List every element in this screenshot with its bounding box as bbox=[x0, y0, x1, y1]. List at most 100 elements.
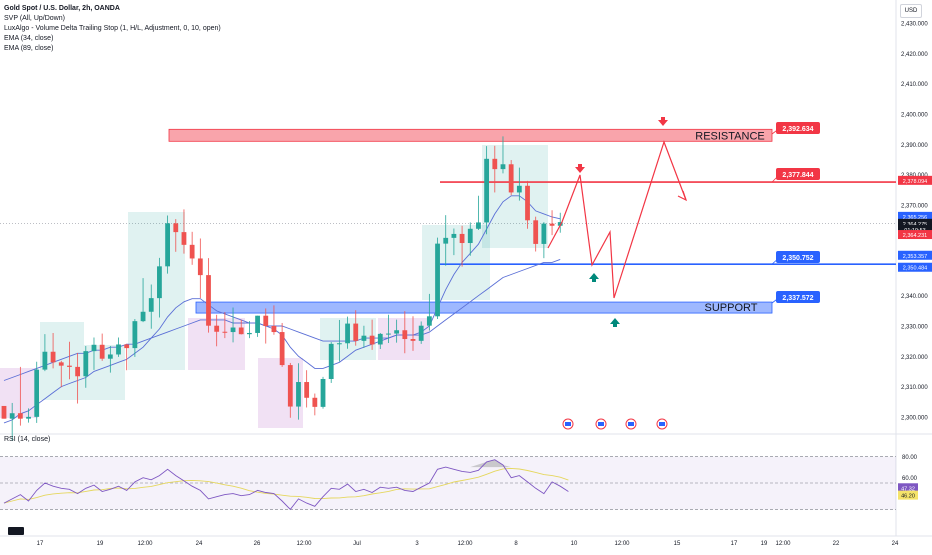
legend-line-ema34[interactable]: EMA (34, close) bbox=[4, 35, 54, 42]
price-tick-label: 2,300.000 bbox=[901, 415, 928, 421]
legend-line-ema89[interactable]: EMA (89, close) bbox=[4, 45, 54, 52]
candle-body bbox=[508, 164, 514, 193]
chart-legend: Gold Spot / U.S. Dollar, 2h, OANDA SVP (… bbox=[4, 4, 221, 54]
rsi-value-box bbox=[898, 483, 918, 493]
candle-body bbox=[197, 258, 203, 276]
rsi-ma-line bbox=[3, 467, 569, 504]
rsi-tick-label: 80.00 bbox=[902, 455, 918, 461]
axis-price-label: 2,378.094 bbox=[903, 179, 927, 185]
currency-button[interactable]: USD bbox=[900, 4, 922, 18]
candle-body bbox=[173, 223, 179, 233]
time-tick-label: 12:00 bbox=[137, 541, 153, 547]
candle-body bbox=[287, 365, 293, 407]
candle-body bbox=[255, 315, 260, 333]
time-tick-label: 17 bbox=[37, 541, 44, 547]
candle-body bbox=[189, 244, 195, 259]
time-tick-label: 12:00 bbox=[775, 541, 791, 547]
level-callout-label: 2,377.844 bbox=[782, 172, 813, 179]
level-callout-label: 2,350.752 bbox=[782, 255, 813, 262]
time-tick-label: 8 bbox=[514, 541, 518, 547]
axis-price-label-box bbox=[898, 224, 932, 234]
rsi-legend[interactable]: RSI (14, close) bbox=[4, 436, 51, 443]
symbol-title[interactable]: Gold Spot / U.S. Dollar, 2h, OANDA bbox=[4, 5, 120, 12]
rsi-ma-value-box bbox=[898, 490, 918, 500]
price-tick-label: 2,320.000 bbox=[901, 355, 928, 361]
candle-body bbox=[140, 311, 146, 322]
time-tick-label: 19 bbox=[761, 541, 768, 547]
candle-body bbox=[500, 164, 506, 170]
legend-line-luxalgo[interactable]: LuxAlgo - Volume Delta Trailing Stop (1,… bbox=[4, 25, 221, 32]
legend-line-svp[interactable]: SVP (All, Up/Down) bbox=[4, 15, 65, 22]
candle-body bbox=[557, 222, 563, 226]
candle-body bbox=[124, 344, 130, 349]
time-tick-label: 22 bbox=[833, 541, 840, 547]
price-tick-label: 2,400.000 bbox=[901, 113, 928, 119]
candle-body bbox=[443, 237, 449, 244]
candle-body bbox=[394, 330, 400, 334]
candle-body bbox=[279, 332, 285, 366]
candle-body bbox=[181, 232, 187, 245]
level-callout-label: 2,337.572 bbox=[782, 295, 813, 302]
candle-body bbox=[26, 416, 31, 419]
candle-body bbox=[459, 233, 465, 244]
axis-price-label: 2,364.275 bbox=[903, 222, 927, 228]
candle-body bbox=[386, 333, 391, 335]
candle-body bbox=[312, 397, 318, 407]
time-tick-label: Jul bbox=[353, 541, 361, 547]
time-tick-label: 10 bbox=[571, 541, 578, 547]
candle-body bbox=[410, 339, 416, 341]
volume-profile-block bbox=[258, 358, 303, 428]
rsi-line bbox=[3, 459, 569, 511]
us-flag-icon bbox=[565, 422, 571, 426]
time-tick-label: 26 bbox=[254, 541, 261, 547]
rsi-ma-value-label: 46.20 bbox=[901, 494, 915, 500]
candle-body bbox=[418, 325, 424, 341]
candle-body bbox=[377, 333, 383, 345]
candle-body bbox=[541, 223, 547, 244]
candle-body bbox=[271, 326, 277, 333]
candle-body bbox=[533, 220, 539, 244]
candle-body bbox=[426, 316, 432, 326]
axis-price-label-box bbox=[898, 262, 932, 272]
level-callout-label: 2,392.634 bbox=[782, 126, 813, 133]
price-tick-label: 2,310.000 bbox=[901, 385, 928, 391]
candle-body bbox=[361, 335, 367, 341]
time-tick-label: 24 bbox=[196, 541, 203, 547]
support-zone bbox=[195, 301, 773, 314]
candle-body bbox=[467, 228, 473, 244]
candle-body bbox=[58, 362, 64, 366]
tradingview-logo-icon[interactable] bbox=[8, 527, 24, 535]
price-tick-label: 2,370.000 bbox=[901, 203, 928, 209]
axis-price-label: 2,364.231 bbox=[903, 233, 927, 239]
candle-body bbox=[345, 323, 350, 344]
candle-body bbox=[353, 323, 359, 341]
candle-body bbox=[222, 331, 228, 333]
candle-body bbox=[214, 325, 220, 332]
candle-body bbox=[1, 405, 7, 419]
time-tick-label: 3 bbox=[415, 541, 419, 547]
candle-body bbox=[492, 158, 498, 170]
price-tick-label: 2,330.000 bbox=[901, 325, 928, 331]
resistance-zone-label: RESISTANCE bbox=[695, 130, 764, 142]
time-tick-label: 12:00 bbox=[614, 541, 630, 547]
axis-price-label-box bbox=[898, 230, 932, 240]
candle-body bbox=[263, 315, 269, 326]
projection-arrowhead bbox=[677, 190, 688, 202]
axis-price-label-box bbox=[898, 175, 932, 185]
time-tick-label: 12:00 bbox=[296, 541, 312, 547]
axis-price-label-box bbox=[898, 211, 932, 221]
candle-body bbox=[484, 158, 490, 223]
level-callout bbox=[776, 168, 820, 180]
time-tick-label: 15 bbox=[674, 541, 681, 547]
price-tick-label: 2,340.000 bbox=[901, 294, 928, 300]
sell-arrow-icon bbox=[575, 164, 585, 173]
rsi-overbought-fill bbox=[470, 459, 512, 468]
candle-body bbox=[17, 413, 23, 419]
projection-path bbox=[547, 140, 687, 299]
volume-profile-block bbox=[40, 322, 84, 400]
price-tick-label: 2,430.000 bbox=[901, 22, 928, 28]
candle-body bbox=[9, 413, 15, 419]
buy-arrow-icon bbox=[589, 273, 599, 282]
candle-body bbox=[116, 344, 121, 355]
